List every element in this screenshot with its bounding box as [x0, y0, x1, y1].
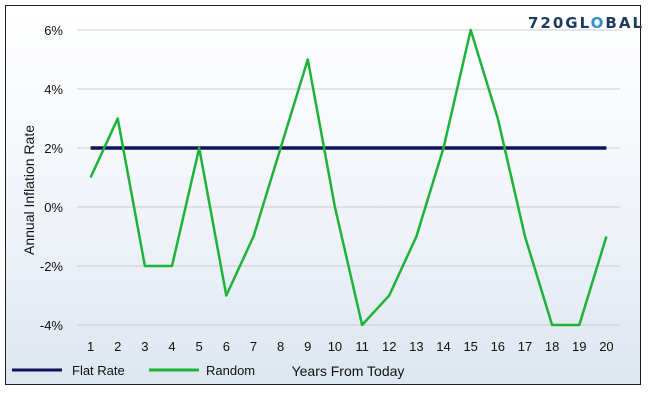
logo-part3: BAL — [605, 14, 644, 32]
x-tick-label: 11 — [355, 339, 369, 354]
y-tick-label: 4% — [44, 82, 63, 97]
series-lines — [89, 28, 608, 327]
x-tick-label: 10 — [328, 339, 342, 354]
legend-random-label: Random — [206, 363, 255, 378]
x-tick-label: 8 — [277, 339, 284, 354]
y-tick-label: -4% — [40, 318, 64, 333]
x-tick-label: 2 — [114, 339, 121, 354]
y-tick-label: 0% — [44, 200, 63, 215]
x-tick-label: 17 — [518, 339, 532, 354]
y-tick-labels: 6% 4% 2% 0% -2% -4% — [40, 23, 64, 333]
x-tick-label: 19 — [572, 339, 586, 354]
x-tick-label: 3 — [141, 339, 148, 354]
x-tick-labels: 1 2 3 4 5 6 7 8 9 10 11 12 13 14 15 16 17 18 19 20 — [87, 339, 614, 354]
x-tick-label: 6 — [223, 339, 230, 354]
brand-logo: 720GLOBAL — [528, 14, 644, 32]
chart-frame — [5, 5, 641, 385]
x-tick-label: 14 — [436, 339, 450, 354]
x-tick-label: 18 — [545, 339, 559, 354]
logo-part1: 720GL — [528, 14, 591, 32]
x-tick-label: 9 — [304, 339, 311, 354]
y-tick-label: -2% — [40, 259, 64, 274]
random-line — [89, 28, 608, 327]
x-tick-label: 1 — [87, 339, 94, 354]
x-axis-title: Years From Today — [292, 363, 405, 379]
x-tick-label: 12 — [382, 339, 396, 354]
legend-flat-label: Flat Rate — [72, 363, 125, 378]
x-tick-label: 15 — [463, 339, 477, 354]
x-tick-label: 16 — [491, 339, 505, 354]
x-tick-label: 13 — [409, 339, 423, 354]
y-tick-label: 2% — [44, 141, 63, 156]
y-axis-title: Annual Inflation Rate — [21, 125, 37, 255]
x-tick-label: 20 — [599, 339, 613, 354]
x-tick-label: 7 — [250, 339, 257, 354]
x-tick-label: 4 — [168, 339, 175, 354]
legend: Flat Rate Random — [12, 363, 255, 378]
logo-part2: O — [591, 14, 606, 32]
y-tick-label: 6% — [44, 23, 63, 38]
x-tick-label: 5 — [196, 339, 203, 354]
